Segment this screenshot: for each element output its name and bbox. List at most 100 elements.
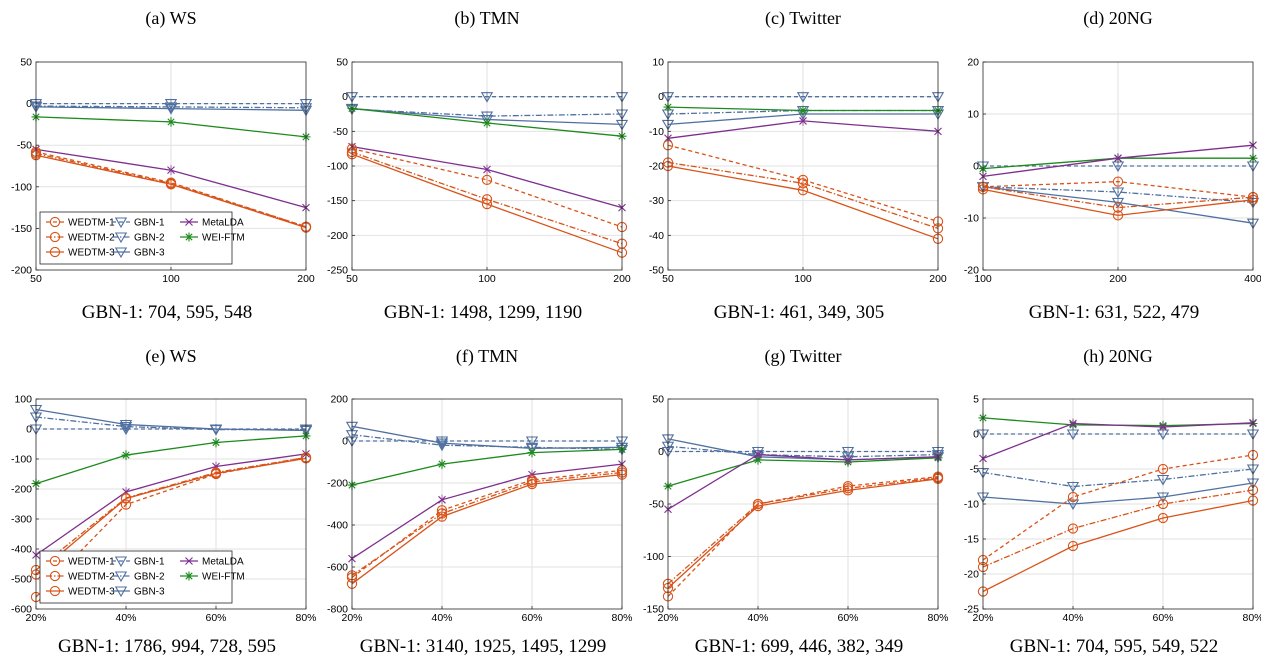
series-line: [982, 422, 1254, 460]
series-line: [667, 445, 939, 458]
data-point: [799, 117, 807, 125]
legend-entry: WEDTM-1: [46, 555, 115, 568]
axes-box: [982, 398, 1254, 610]
x-tick-label: 100: [162, 273, 180, 285]
data-point: [1069, 419, 1077, 428]
axes-box: [351, 61, 623, 271]
series-line: [982, 499, 1254, 593]
series-line: [35, 457, 307, 575]
data-point: [798, 106, 808, 116]
series-line: [35, 435, 307, 485]
data-point: [211, 438, 221, 447]
data-point: [120, 493, 132, 504]
legend-marker: [114, 586, 128, 598]
y-tick-label: -500: [11, 574, 32, 586]
data-point: [526, 478, 538, 490]
y-tick-label: -40: [649, 230, 664, 242]
data-point: [1114, 154, 1122, 163]
legend-label: MetaLDA: [202, 218, 244, 229]
legend-label: MetaLDA: [202, 557, 244, 568]
series-line: [667, 477, 939, 585]
axes-box: [351, 398, 623, 610]
y-tick-label: -800: [327, 604, 348, 616]
data-point: [752, 500, 764, 512]
series-line: [35, 456, 307, 571]
panel-caption: GBN-1: 3140, 1925, 1495, 1299: [360, 636, 606, 657]
x-tick-label: 60%: [205, 612, 226, 624]
legend: WEDTM-1 GBN-1 MetaLDA WEDTM-2 GBN-2 WEI-FTM WE…: [39, 211, 245, 265]
data-point: [480, 111, 494, 123]
data-point: [844, 456, 852, 464]
y-tick-label: -20: [964, 265, 979, 277]
legend-label: GBN-2: [134, 572, 165, 583]
series-wedtm-3: [30, 453, 312, 580]
y-tick-label: 0: [973, 161, 979, 173]
legend-entry: WEDTM-3: [46, 585, 115, 598]
data-point: [525, 443, 539, 455]
legend-label: WEDTM-3: [68, 587, 115, 598]
y-tick-label: -20: [649, 161, 664, 173]
legend-marker: [114, 247, 128, 259]
axes-box: [667, 61, 939, 271]
series-line: [982, 454, 1254, 561]
y-tick-label: -5: [970, 464, 979, 476]
y-tick-label: -150: [11, 223, 32, 235]
legend: WEDTM-1 GBN-1 MetaLDA WEDTM-2 GBN-2 WEI-FTM WE…: [39, 550, 245, 604]
series-line: [351, 148, 623, 228]
y-tick-label: -100: [643, 551, 664, 563]
legend-marker: [114, 556, 128, 568]
y-tick-label: 20: [967, 57, 979, 69]
legend-entry: GBN-1: [112, 217, 165, 229]
y-tick-label: -100: [11, 181, 32, 193]
data-point: [438, 495, 446, 504]
legend-marker: [185, 218, 193, 226]
legend-marker: [49, 585, 61, 597]
y-tick-label: -200: [327, 478, 348, 490]
y-tick-label: -25: [964, 604, 979, 616]
legend-entry: GBN-2: [112, 571, 165, 583]
y-tick-label: -200: [327, 230, 348, 242]
legend-label: WEDTM-1: [68, 557, 115, 568]
series-line: [667, 161, 939, 230]
panel-title: (h) 20NG: [1083, 346, 1153, 367]
data-point: [165, 179, 177, 190]
data-point: [753, 455, 763, 465]
series-line: [667, 478, 939, 589]
y-tick-label: 10: [652, 57, 664, 69]
panel-title: (g) Twitter: [765, 346, 842, 367]
legend-label: WEDTM-2: [68, 572, 115, 583]
y-tick-label: -600: [327, 562, 348, 574]
panel-caption: GBN-1: 704, 595, 548: [82, 302, 252, 323]
data-point: [437, 459, 447, 469]
x-tick-label: 50: [346, 273, 358, 285]
data-point: [1111, 187, 1125, 199]
series-line: [667, 453, 939, 510]
x-tick-label: 20%: [341, 612, 362, 624]
x-tick-label: 50: [662, 273, 674, 285]
plot-area: [352, 399, 622, 609]
legend-entry: WEDTM-2: [46, 570, 115, 583]
y-tick-label: -20: [964, 569, 979, 581]
data-point: [528, 470, 536, 479]
data-point: [842, 485, 854, 496]
x-tick-label: 80%: [927, 612, 948, 624]
x-tick-label: 200: [1109, 273, 1127, 285]
legend-label: WEI-FTM: [202, 233, 245, 244]
data-point: [483, 165, 491, 174]
panel-caption: GBN-1: 704, 595, 549, 522: [1010, 636, 1218, 657]
y-tick-label: -10: [964, 499, 979, 511]
data-point: [481, 198, 493, 210]
data-point: [796, 92, 810, 103]
legend-marker: [114, 232, 128, 244]
data-point: [210, 468, 222, 479]
data-point: [481, 174, 493, 186]
series-line: [982, 482, 1254, 505]
y-tick-label: 50: [652, 394, 664, 406]
x-tick-label: 200: [929, 273, 947, 285]
